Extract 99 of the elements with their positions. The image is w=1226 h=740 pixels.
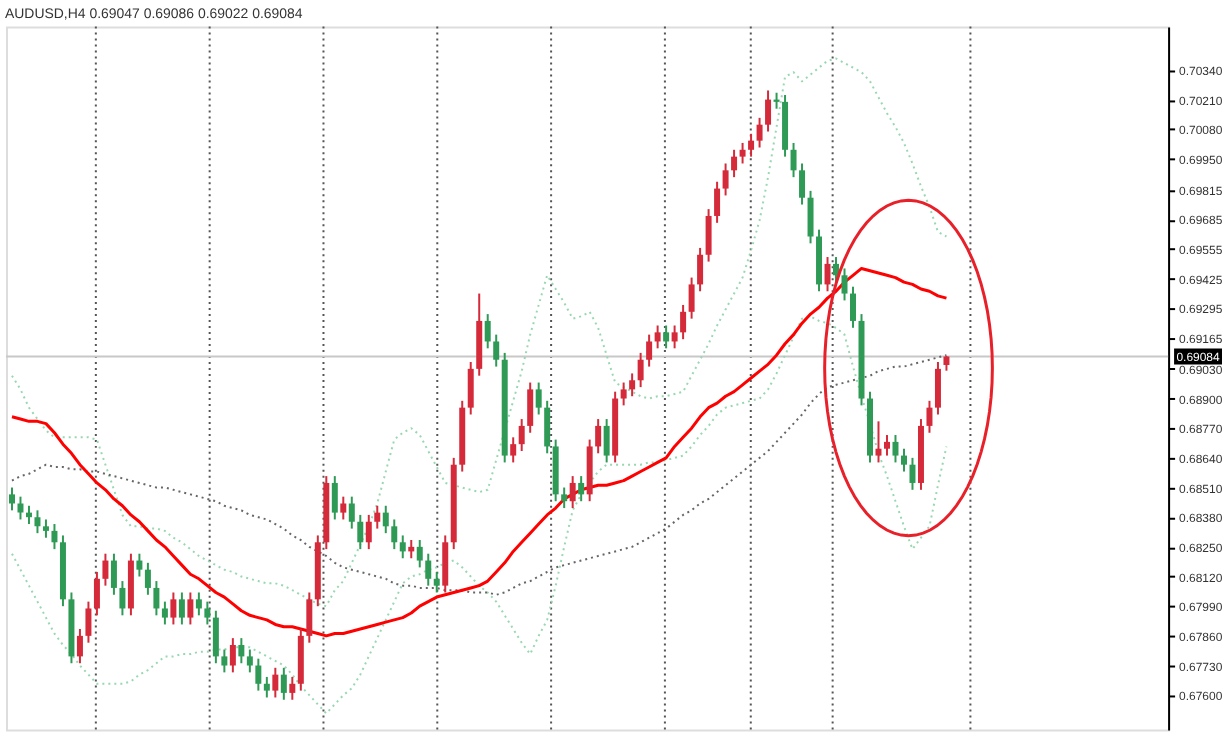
candlestick <box>340 495 347 521</box>
candlestick <box>289 675 296 701</box>
candlestick <box>578 475 585 503</box>
candlestick <box>365 513 372 551</box>
candlestick <box>229 637 236 674</box>
candlestick <box>42 518 49 539</box>
candlestick <box>637 351 644 389</box>
candlestick <box>204 600 211 626</box>
candlestick <box>119 580 126 617</box>
candlestick <box>875 420 882 464</box>
candlestick <box>280 666 287 701</box>
candlestick <box>136 552 143 578</box>
candlestick <box>663 324 670 350</box>
candlestick <box>425 552 432 587</box>
candlestick <box>272 666 279 699</box>
candlestick <box>399 534 406 560</box>
candlestick <box>782 94 789 158</box>
candlestick <box>544 399 551 455</box>
candlestick <box>654 324 661 350</box>
candlestick <box>382 504 389 535</box>
candlestick <box>697 246 704 293</box>
candlestick <box>161 600 168 626</box>
candlestick <box>212 609 219 665</box>
candlestick <box>467 361 474 416</box>
candlestick <box>484 313 491 350</box>
candlestick <box>357 513 364 551</box>
candlestick <box>34 509 41 535</box>
candlestick <box>476 292 483 377</box>
candlestick <box>909 456 916 491</box>
candlestick <box>722 162 729 197</box>
candlestick <box>297 628 304 692</box>
candlestick <box>892 434 899 464</box>
candlestick <box>170 591 177 626</box>
candlestick <box>900 447 907 473</box>
candlestick <box>518 418 525 453</box>
candlestick <box>603 418 610 464</box>
candlestick <box>850 285 856 329</box>
candlestick <box>221 648 228 674</box>
candlestick <box>127 552 134 617</box>
candlestick <box>833 256 840 284</box>
candlestick <box>187 591 194 626</box>
candlestick <box>748 132 755 158</box>
candlestick <box>255 657 262 692</box>
candlestick <box>680 303 687 341</box>
candlestick <box>374 504 381 530</box>
candlestick <box>153 580 160 617</box>
candlestick <box>816 228 823 293</box>
line-series <box>10 315 948 715</box>
candlestick <box>620 381 627 407</box>
candlestick <box>934 361 941 416</box>
candlestick <box>535 381 542 416</box>
candlestick <box>671 324 678 350</box>
candlestick <box>731 148 738 179</box>
candlestick <box>527 381 534 434</box>
candlestick <box>688 276 695 320</box>
candlestick <box>926 399 933 434</box>
candlestick <box>765 89 772 133</box>
candlestick <box>306 591 313 644</box>
candlestick <box>552 438 559 503</box>
candlestick <box>493 333 500 368</box>
candlestick <box>629 372 636 398</box>
candlestick <box>841 267 848 302</box>
candlestick <box>595 418 602 455</box>
candlestick <box>85 600 92 644</box>
candlestick <box>714 180 721 224</box>
candlestick <box>17 495 24 521</box>
candlestick <box>739 141 746 165</box>
candlestick <box>646 333 653 368</box>
candlestick <box>569 475 576 510</box>
candlestick <box>348 495 355 530</box>
candlestick <box>195 591 202 617</box>
candlestick <box>238 637 245 665</box>
candlestick <box>442 534 449 594</box>
line-series <box>10 354 948 596</box>
candlestick <box>807 189 814 245</box>
candlestick <box>510 436 517 464</box>
candlestick <box>824 256 831 293</box>
candlestick <box>51 523 58 551</box>
candlestick <box>8 486 15 512</box>
candlestick <box>110 552 117 596</box>
candlestick <box>102 552 109 587</box>
candlestick <box>756 116 763 149</box>
candlestick <box>331 475 338 521</box>
candlestick <box>883 434 890 457</box>
candlestick <box>416 539 423 569</box>
candlestick <box>144 561 151 596</box>
candlestick <box>246 648 253 674</box>
line-series <box>10 266 948 638</box>
candlestick <box>561 486 568 510</box>
candlestick <box>178 591 185 626</box>
candlestick <box>93 570 100 617</box>
candlestick <box>799 162 806 206</box>
candlestick <box>790 141 797 179</box>
candlestick <box>433 570 440 594</box>
candlestick <box>586 438 593 503</box>
candlestick <box>76 628 83 665</box>
candlestick <box>705 208 712 263</box>
candlestick <box>391 518 398 551</box>
candlestick <box>263 675 270 699</box>
